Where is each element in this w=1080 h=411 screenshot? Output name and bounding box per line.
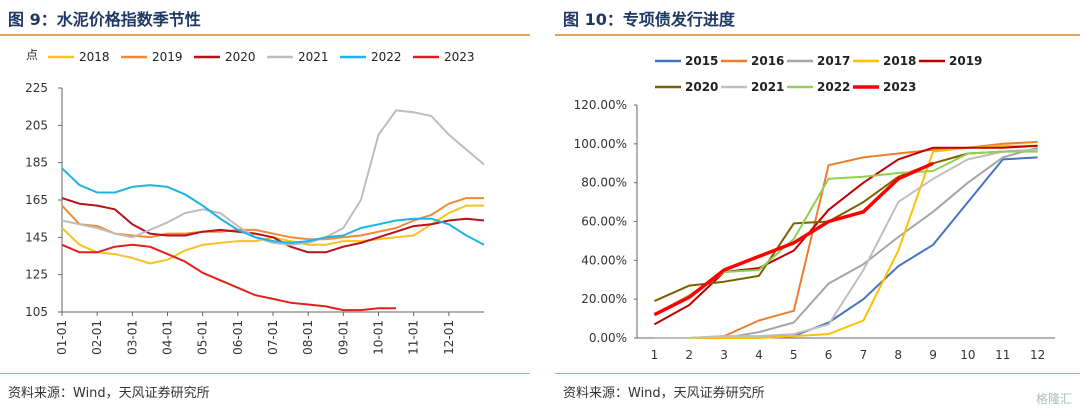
figure-10-title: 图 10：专项债发行进度 [563,10,735,29]
x-tick-label: 09-01 [336,320,350,355]
legend-label-2018: 2018 [883,54,916,68]
y-tick-label: 105 [25,305,48,319]
x-tick-label: 08-01 [301,320,315,355]
y-tick-label: 20.00% [581,292,627,306]
y-tick-label: 185 [25,156,48,170]
legend-label-2023: 2023 [883,80,916,94]
series-line-2022 [61,167,485,246]
y-tick-label: 205 [25,118,48,132]
watermark-text: 格隆汇 [1035,392,1072,406]
legend-label-2019: 2019 [152,50,183,64]
x-tick-label: 6 [825,348,833,362]
legend-label-2021: 2021 [298,50,329,64]
x-tick-label: 11-01 [407,320,421,355]
figure-10-panel: 图 10：专项债发行进度 2015 2016 2017 2018 2019 2020 202… [555,0,1080,411]
y-tick-label: 120.00% [574,98,627,112]
x-tick-label: 10-01 [372,320,386,355]
legend-label-2016: 2016 [751,54,784,68]
x-tick-label: 02-01 [90,320,104,355]
x-tick-label: 10 [960,348,975,362]
series-line-2017 [654,146,1038,339]
x-tick-label: 04-01 [161,320,175,355]
legend-label-2015: 2015 [685,54,718,68]
x-tick-label: 4 [755,348,763,362]
x-tick-label: 8 [894,348,902,362]
x-tick-label: 9 [929,348,937,362]
series-line-2023 [653,161,934,317]
figure-9-title: 图 9：水泥价格指数季节性 [8,10,201,29]
series-line-2023 [61,243,397,312]
x-tick-label: 06-01 [231,320,245,355]
x-tick-label: 2 [685,348,693,362]
y-tick-label: 0.00% [589,331,627,345]
y-tick-label: 100.00% [574,137,627,151]
x-tick-label: 12 [1030,348,1045,362]
x-tick-label: 1 [651,348,659,362]
legend-label-2022: 2022 [371,50,402,64]
series-line-2021 [61,109,485,246]
x-tick-label: 01-01 [55,320,69,355]
y-tick-label: 80.00% [581,176,627,190]
figure-10-source: 资料来源：Wind，天风证券研究所 [563,386,765,401]
y-tick-label: 145 [25,230,48,244]
x-tick-label: 07-01 [266,320,280,355]
legend-label-2023: 2023 [444,50,475,64]
title-divider [555,34,1080,36]
legend-label-2020: 2020 [685,80,718,94]
legend-label-2022: 2022 [817,80,850,94]
legend-label-2018: 2018 [79,50,110,64]
y-tick-label: 225 [25,81,48,95]
y-tick-label: 165 [25,193,48,207]
cement-price-seasonality-chart: 点 2018 2019 2020 2021 2022 2023 105 125 145 165 185… [25,48,485,355]
legend-label-2021: 2021 [751,80,784,94]
legend-label-2017: 2017 [817,54,850,68]
x-tick-label: 11 [995,348,1010,362]
series-line-2022 [653,150,1038,316]
series-line-2015 [654,156,1038,339]
series-line-2019 [653,144,1038,326]
figure-9-panel: 图 9：水泥价格指数季节性 点 2018 2019 2020 2021 2022 2023 1… [0,0,530,411]
series-line-2021 [654,148,1038,339]
y-tick-label: 40.00% [581,253,627,267]
series-line-2020 [61,197,485,254]
x-tick-label: 3 [720,348,728,362]
title-divider [0,34,530,36]
series-line-2019 [61,197,484,241]
source-divider [0,373,530,374]
y-axis-unit-label: 点 [26,48,38,62]
x-tick-label: 12-01 [442,320,456,355]
legend-label-2019: 2019 [949,54,982,68]
x-tick-label: 05-01 [196,320,210,355]
x-tick-label: 03-01 [125,320,139,355]
watermark-logo: 格隆汇 [1036,390,1072,407]
special-bond-progress-chart: 2015 2016 2017 2018 2019 2020 2021 2022 2023 0.00… [574,54,1055,362]
series-line-2016 [654,140,1038,339]
y-tick-label: 60.00% [581,215,627,229]
legend-label-2020: 2020 [225,50,256,64]
source-divider [555,373,1080,374]
y-tick-label: 125 [25,268,48,282]
x-tick-label: 5 [790,348,798,362]
figure-9-source: 资料来源：Wind，天风证券研究所 [8,386,210,401]
x-tick-label: 7 [860,348,868,362]
